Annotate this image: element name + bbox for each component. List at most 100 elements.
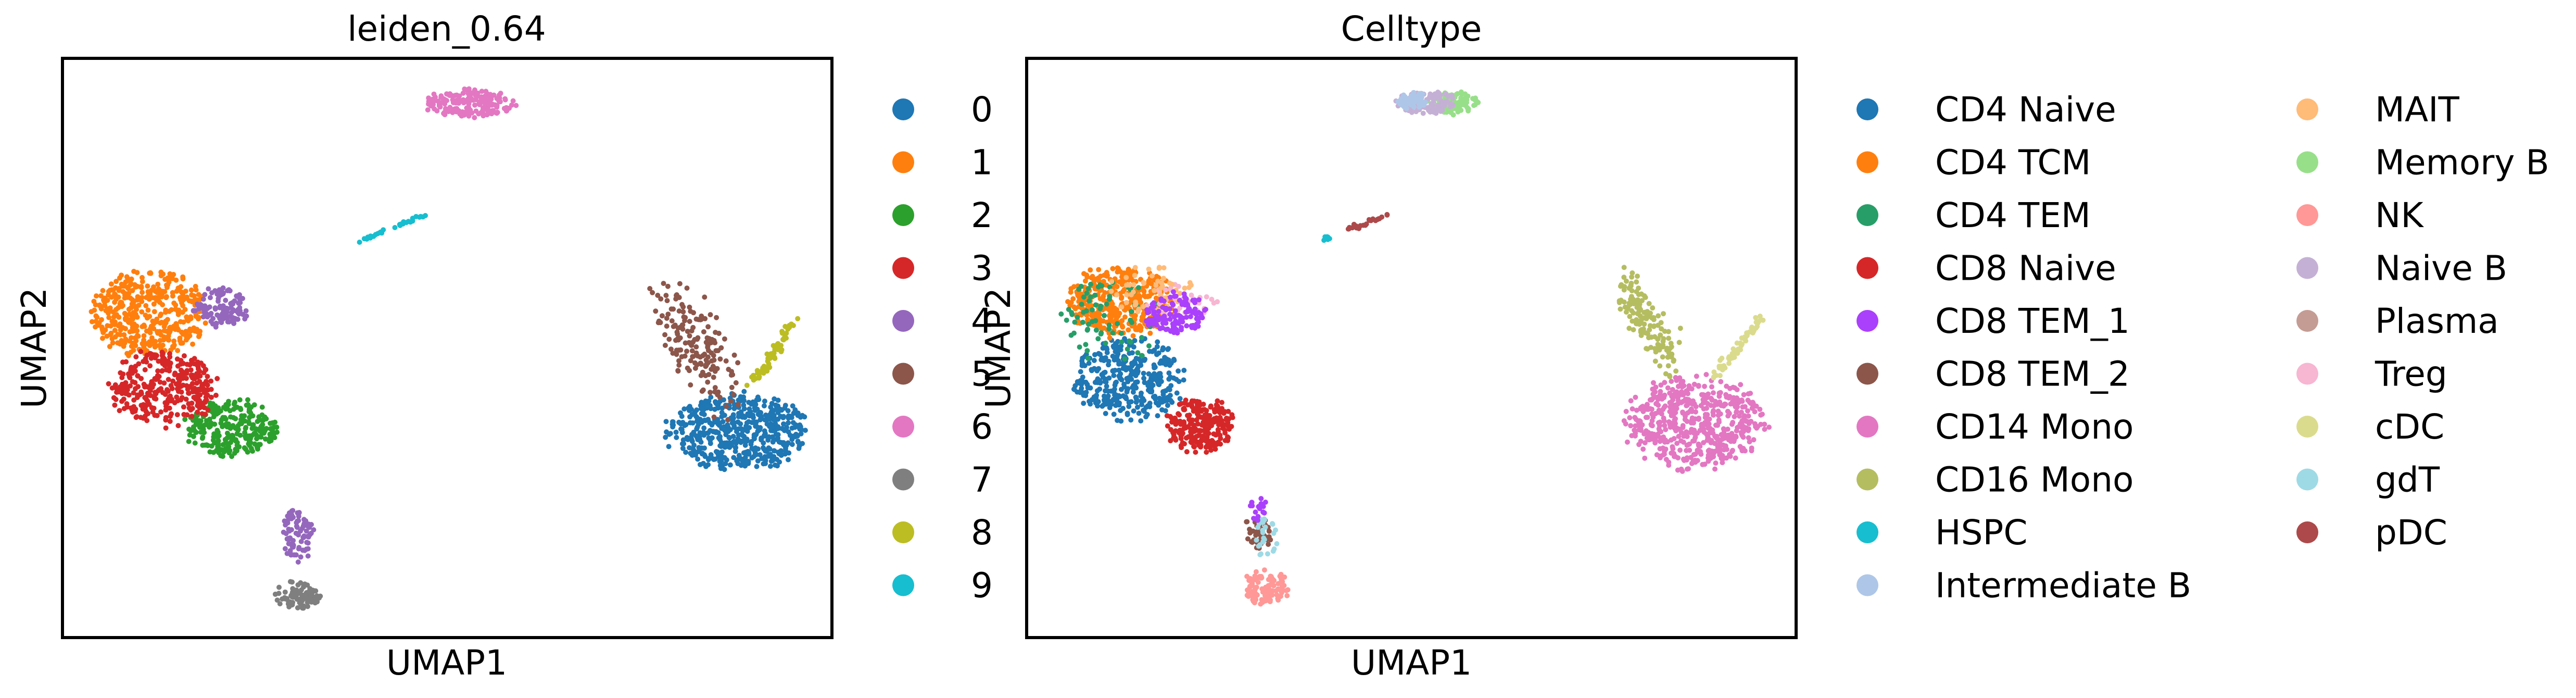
x-axis-label-leiden: UMAP1 — [386, 643, 507, 683]
scatter-point — [200, 363, 206, 369]
scatter-point — [119, 272, 124, 278]
scatter-point — [1140, 304, 1146, 309]
scatter-point — [1450, 103, 1456, 108]
scatter-point — [109, 336, 115, 342]
scatter-point — [1167, 316, 1173, 322]
scatter-point — [1124, 388, 1130, 393]
scatter-point — [1125, 346, 1130, 352]
scatter-point — [1706, 452, 1711, 458]
scatter-point — [1159, 407, 1165, 413]
scatter-point — [1136, 293, 1142, 298]
scatter-point — [736, 432, 741, 438]
scatter-point — [193, 430, 199, 435]
scatter-point — [1252, 573, 1258, 579]
scatter-point — [1142, 380, 1147, 385]
scatter-point — [1618, 306, 1623, 312]
scatter-point — [112, 402, 118, 408]
scatter-point — [194, 362, 199, 368]
scatter-point — [304, 528, 309, 534]
scatter-point — [668, 346, 674, 352]
scatter-point — [307, 525, 312, 530]
scatter-point — [722, 413, 727, 418]
scatter-point — [1123, 275, 1129, 280]
scatter-point — [291, 538, 296, 543]
scatter-point — [120, 371, 126, 377]
scatter-point — [1712, 466, 1718, 472]
scatter-point — [1100, 375, 1106, 380]
scatter-point — [466, 101, 472, 107]
scatter-point — [1281, 583, 1287, 589]
scatter-point — [778, 452, 784, 457]
scatter-point — [757, 427, 762, 433]
scatter-point — [1253, 591, 1259, 597]
scatter-point — [167, 325, 172, 331]
scatter-point — [131, 390, 136, 396]
cluster-1 — [89, 269, 208, 358]
scatter-point — [1645, 346, 1650, 352]
scatter-point — [1621, 275, 1627, 280]
scatter-point — [1189, 323, 1194, 329]
scatter-point — [1678, 430, 1684, 435]
scatter-point — [1684, 466, 1690, 472]
scatter-point — [431, 102, 436, 107]
scatter-point — [1176, 368, 1181, 374]
scatter-point — [1621, 265, 1627, 270]
scatter-point — [1095, 284, 1101, 290]
scatter-point — [1204, 294, 1209, 300]
scatter-point — [761, 403, 767, 409]
scatter-point — [1172, 308, 1178, 314]
scatter-point — [237, 296, 243, 302]
scatter-point — [1104, 346, 1110, 352]
cluster-5 — [647, 281, 741, 423]
scatter-point — [1064, 317, 1069, 323]
scatter-point — [367, 234, 373, 240]
scatter-point — [1635, 273, 1640, 279]
scatter-point — [1714, 435, 1720, 441]
scatter-point — [1138, 300, 1144, 305]
scatter-point — [1266, 542, 1271, 547]
scatter-point — [666, 336, 672, 342]
scatter-point — [143, 313, 148, 318]
scatter-point — [1669, 450, 1674, 456]
scatter-point — [1268, 582, 1273, 588]
scatter-point — [1163, 320, 1169, 326]
scatter-point — [1648, 421, 1654, 427]
scatter-point — [1633, 394, 1638, 400]
scatter-point — [1675, 383, 1681, 389]
scatter-point — [1173, 437, 1179, 443]
scatter-point — [139, 295, 145, 301]
scatter-point — [1122, 365, 1128, 370]
scatter-point — [243, 425, 249, 430]
legend-marker — [1857, 98, 1878, 120]
scatter-point — [1321, 238, 1327, 243]
scatter-point — [191, 376, 196, 381]
scatter-point — [294, 525, 300, 530]
scatter-point — [277, 601, 283, 607]
scatter-point — [1407, 101, 1413, 106]
scatter-point — [1131, 384, 1137, 390]
scatter-point — [1678, 438, 1684, 444]
scatter-point — [1265, 551, 1270, 557]
scatter-point — [158, 409, 163, 415]
scatter-point — [1680, 410, 1686, 416]
legend-marker — [2296, 363, 2318, 385]
scatter-point — [1721, 447, 1727, 453]
scatter-point — [1638, 333, 1644, 338]
scatter-point — [717, 434, 723, 440]
scatter-point — [1730, 447, 1735, 453]
scatter-point — [312, 600, 318, 606]
scatter-point — [218, 287, 224, 293]
scatter-point — [705, 347, 711, 353]
scatter-point — [295, 605, 300, 610]
scatter-point — [1119, 304, 1125, 310]
scatter-point — [153, 295, 158, 301]
legend-label: 2 — [971, 195, 993, 235]
scatter-point — [119, 300, 124, 305]
scatter-point — [741, 389, 747, 394]
y-axis-label-celltype: UMAP2 — [978, 288, 1018, 408]
scatter-point — [293, 552, 299, 558]
scatter-point — [145, 307, 151, 313]
scatter-point — [1661, 434, 1666, 440]
scatter-point — [1656, 402, 1661, 408]
